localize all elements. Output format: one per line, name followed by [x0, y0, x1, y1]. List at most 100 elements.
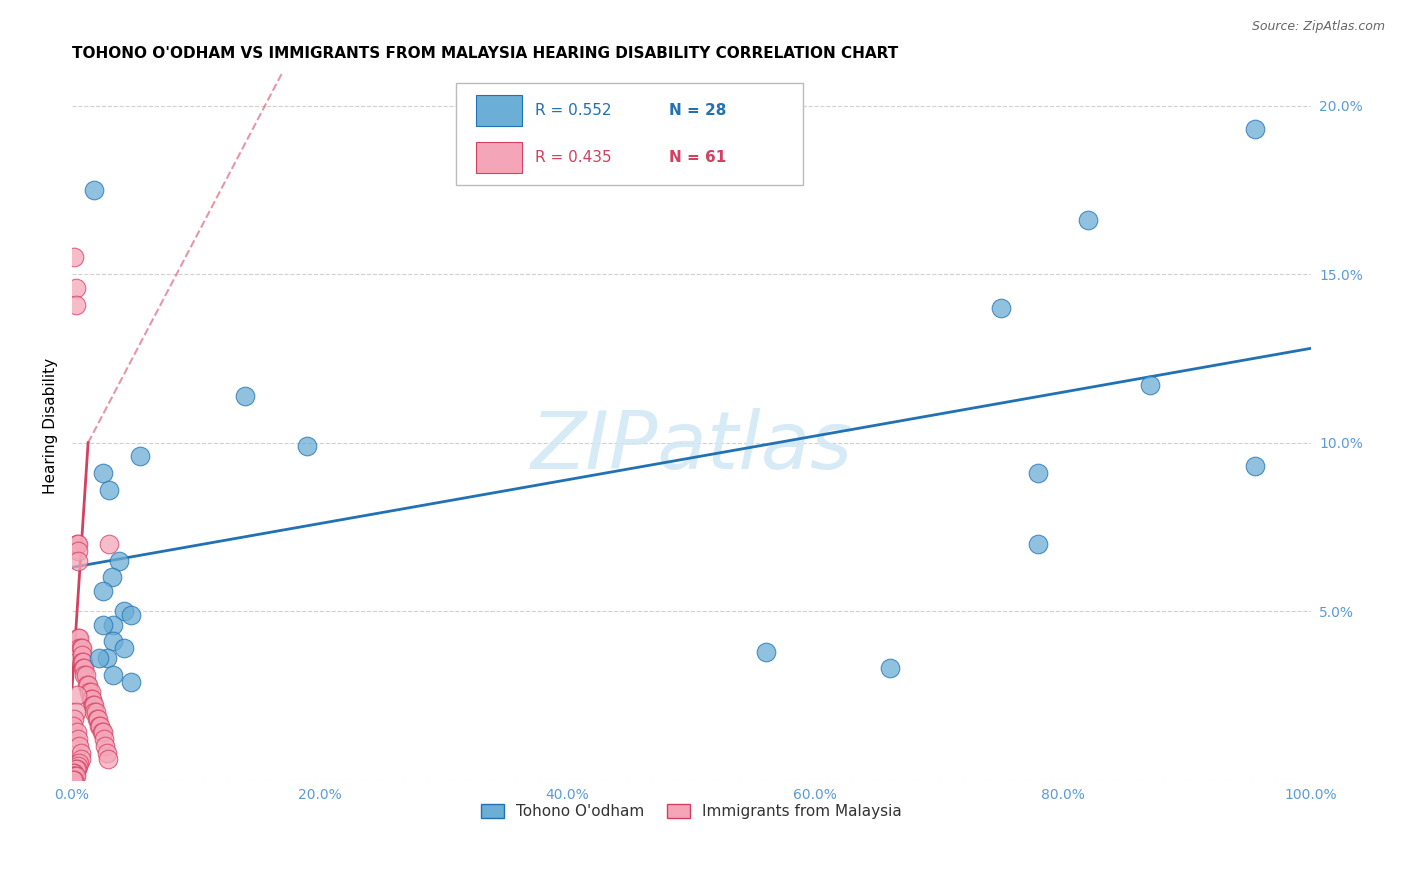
Point	[1077, 213, 1099, 227]
Point	[67, 543, 90, 558]
Point	[67, 537, 90, 551]
Point	[90, 725, 112, 739]
Point	[755, 644, 778, 658]
Point	[235, 388, 257, 402]
Point	[69, 739, 91, 753]
FancyBboxPatch shape	[475, 95, 522, 126]
Point	[89, 719, 111, 733]
Point	[73, 661, 96, 675]
Point	[69, 756, 91, 770]
Point	[65, 705, 87, 719]
Text: Source: ZipAtlas.com: Source: ZipAtlas.com	[1251, 20, 1385, 33]
Point	[97, 752, 120, 766]
Point	[67, 732, 90, 747]
Point	[83, 183, 105, 197]
Point	[69, 746, 91, 760]
Point	[91, 725, 114, 739]
Point	[96, 651, 118, 665]
Point	[108, 553, 131, 567]
Point	[72, 655, 94, 669]
Point	[89, 719, 111, 733]
Point	[69, 641, 91, 656]
Point	[70, 641, 93, 656]
Point	[66, 763, 89, 777]
Point	[73, 668, 96, 682]
FancyBboxPatch shape	[475, 142, 522, 173]
Point	[76, 678, 98, 692]
Point	[69, 641, 91, 656]
Point	[91, 617, 114, 632]
Point	[98, 483, 121, 497]
Point	[63, 251, 86, 265]
Point	[1139, 378, 1161, 392]
Text: R = 0.552: R = 0.552	[536, 103, 612, 118]
Point	[93, 732, 115, 747]
Point	[62, 772, 84, 787]
Point	[121, 674, 143, 689]
Point	[112, 641, 135, 656]
Point	[69, 631, 91, 645]
Point	[83, 705, 105, 719]
Point	[65, 769, 87, 783]
Text: TOHONO O'ODHAM VS IMMIGRANTS FROM MALAYSIA HEARING DISABILITY CORRELATION CHART: TOHONO O'ODHAM VS IMMIGRANTS FROM MALAYS…	[72, 46, 898, 62]
Point	[77, 678, 100, 692]
Point	[112, 604, 135, 618]
Point	[66, 725, 89, 739]
Point	[1026, 466, 1049, 480]
Point	[67, 631, 90, 645]
Point	[63, 772, 86, 787]
Point	[65, 763, 87, 777]
Point	[1244, 459, 1267, 474]
Point	[1244, 122, 1267, 136]
Point	[62, 769, 84, 783]
Point	[101, 668, 124, 682]
Point	[94, 739, 117, 753]
Point	[79, 691, 101, 706]
Point	[86, 712, 108, 726]
Point	[121, 607, 143, 622]
Point	[297, 439, 319, 453]
Point	[96, 746, 118, 760]
FancyBboxPatch shape	[456, 83, 803, 186]
Legend: Tohono O'odham, Immigrants from Malaysia: Tohono O'odham, Immigrants from Malaysia	[475, 797, 908, 825]
Point	[63, 769, 86, 783]
Y-axis label: Hearing Disability: Hearing Disability	[44, 358, 58, 494]
Point	[87, 712, 110, 726]
Point	[69, 752, 91, 766]
Point	[62, 719, 84, 733]
Point	[70, 648, 93, 662]
Point	[83, 698, 105, 713]
Text: R = 0.435: R = 0.435	[536, 150, 612, 165]
Point	[79, 685, 101, 699]
Point	[89, 651, 111, 665]
Point	[879, 661, 901, 675]
Point	[72, 661, 94, 675]
Point	[63, 769, 86, 783]
Point	[990, 301, 1012, 315]
Point	[63, 765, 86, 780]
Point	[82, 698, 104, 713]
Point	[98, 537, 121, 551]
Point	[129, 449, 152, 463]
Point	[67, 759, 90, 773]
Point	[65, 297, 87, 311]
Text: N = 28: N = 28	[669, 103, 727, 118]
Point	[70, 655, 93, 669]
Point	[101, 634, 124, 648]
Point	[91, 466, 114, 480]
Point	[63, 712, 86, 726]
Point	[67, 553, 90, 567]
Point	[66, 537, 89, 551]
Point	[84, 705, 107, 719]
Point	[65, 281, 87, 295]
Point	[80, 691, 103, 706]
Text: N = 61: N = 61	[669, 150, 727, 165]
Point	[100, 570, 122, 584]
Point	[101, 617, 124, 632]
Point	[75, 668, 97, 682]
Text: ZIPatlas: ZIPatlas	[530, 408, 852, 486]
Point	[66, 689, 89, 703]
Point	[62, 765, 84, 780]
Point	[91, 583, 114, 598]
Point	[79, 685, 101, 699]
